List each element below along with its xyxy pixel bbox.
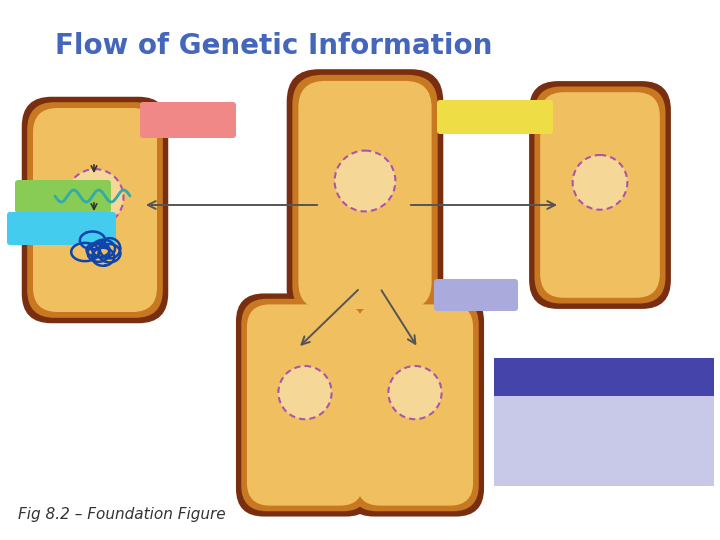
- Text: Flow of Genetic Information: Flow of Genetic Information: [55, 32, 492, 60]
- FancyBboxPatch shape: [346, 293, 484, 517]
- Circle shape: [572, 155, 627, 210]
- FancyBboxPatch shape: [540, 92, 660, 298]
- FancyBboxPatch shape: [7, 212, 116, 245]
- FancyBboxPatch shape: [15, 180, 111, 213]
- FancyBboxPatch shape: [287, 69, 444, 321]
- Bar: [494, 396, 714, 486]
- FancyBboxPatch shape: [33, 108, 157, 312]
- FancyBboxPatch shape: [357, 305, 473, 505]
- FancyBboxPatch shape: [241, 299, 369, 511]
- FancyBboxPatch shape: [236, 293, 374, 517]
- Circle shape: [388, 366, 441, 419]
- FancyBboxPatch shape: [140, 102, 236, 138]
- FancyBboxPatch shape: [437, 100, 553, 134]
- FancyBboxPatch shape: [434, 279, 518, 311]
- FancyBboxPatch shape: [27, 102, 163, 318]
- Circle shape: [66, 169, 124, 226]
- FancyBboxPatch shape: [351, 299, 479, 511]
- FancyBboxPatch shape: [529, 81, 671, 309]
- Circle shape: [279, 366, 332, 419]
- FancyBboxPatch shape: [292, 75, 438, 315]
- FancyBboxPatch shape: [22, 97, 168, 323]
- Text: Fig 8.2 – Foundation Figure: Fig 8.2 – Foundation Figure: [18, 507, 225, 522]
- FancyBboxPatch shape: [298, 81, 431, 309]
- Bar: [494, 358, 714, 396]
- FancyBboxPatch shape: [247, 305, 363, 505]
- Circle shape: [335, 151, 395, 211]
- FancyBboxPatch shape: [534, 86, 665, 303]
